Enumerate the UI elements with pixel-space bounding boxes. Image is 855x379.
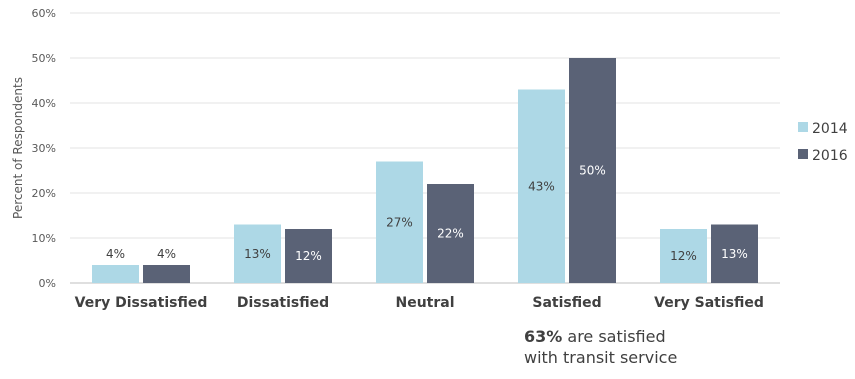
bar-2016-neutral — [427, 184, 474, 283]
y-axis-ticks: 0% 10% 20% 30% 40% 50% 60% — [32, 7, 56, 290]
bars: 4% 4% 13% 12% 27% 22% 43% 50% 12% 13% — [92, 58, 758, 283]
data-label: 4% — [157, 247, 176, 261]
gridlines — [70, 12, 780, 284]
bar-2014-satisfied — [518, 89, 565, 283]
bar-2016-very-satisfied — [711, 224, 758, 283]
y-tick-label: 60% — [32, 7, 56, 20]
data-label: 12% — [295, 249, 322, 263]
y-tick-label: 40% — [32, 97, 56, 110]
bar-2014-very-satisfied — [660, 229, 707, 283]
category-labels: Very Dissatisfied Dissatisfied Neutral Sati… — [75, 295, 764, 311]
x-category-label: Very Satisfied — [654, 295, 764, 311]
data-label: 50% — [579, 164, 606, 178]
y-tick-label: 10% — [32, 232, 56, 245]
note-line2: with transit service — [524, 348, 678, 367]
bar-2016-dissatisfied — [285, 229, 332, 283]
y-tick-label: 50% — [32, 52, 56, 65]
x-category-label: Neutral — [395, 295, 454, 311]
legend-swatch-2014 — [798, 122, 808, 132]
data-label: 22% — [437, 227, 464, 241]
bar-2014-very-dissatisfied — [92, 265, 139, 283]
data-label: 13% — [721, 247, 748, 261]
bar-2014-neutral — [376, 161, 423, 283]
data-label: 27% — [386, 215, 413, 229]
legend: 2014 2016 — [798, 121, 848, 164]
data-label: 12% — [670, 249, 697, 263]
bar-2016-very-dissatisfied — [143, 265, 190, 283]
y-tick-label: 20% — [32, 187, 56, 200]
legend-label: 2014 — [812, 121, 848, 137]
bar-2014-dissatisfied — [234, 224, 281, 283]
data-label: 4% — [106, 247, 125, 261]
x-category-label: Very Dissatisfied — [75, 295, 208, 311]
x-category-label: Dissatisfied — [237, 295, 329, 311]
y-tick-label: 30% — [32, 142, 56, 155]
note-line1: are satisfied — [562, 327, 666, 346]
legend-swatch-2016 — [798, 149, 808, 159]
y-tick-label: 0% — [39, 277, 56, 290]
y-axis-title: Percent of Respondents — [11, 77, 25, 219]
bar-2016-satisfied — [569, 58, 616, 283]
x-category-label: Satisfied — [532, 295, 601, 311]
note-percent: 63% — [524, 327, 563, 346]
legend-label: 2016 — [812, 148, 848, 164]
data-label: 43% — [528, 179, 555, 193]
data-label: 13% — [244, 247, 271, 261]
satisfaction-note: 63% are satisfied with transit service — [524, 326, 677, 368]
